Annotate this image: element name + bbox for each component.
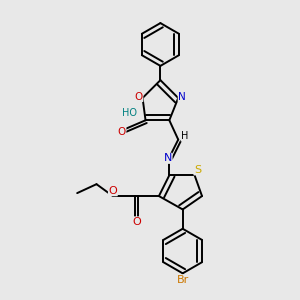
Text: N: N [164,153,172,163]
Text: O: O [132,217,141,227]
Text: O: O [118,127,126,137]
Text: O: O [109,186,117,196]
Text: Br: Br [177,275,189,285]
Text: H: H [181,131,188,141]
Text: S: S [194,165,201,175]
Text: N: N [178,92,186,101]
Text: O: O [135,92,143,101]
Text: HO: HO [122,108,137,118]
